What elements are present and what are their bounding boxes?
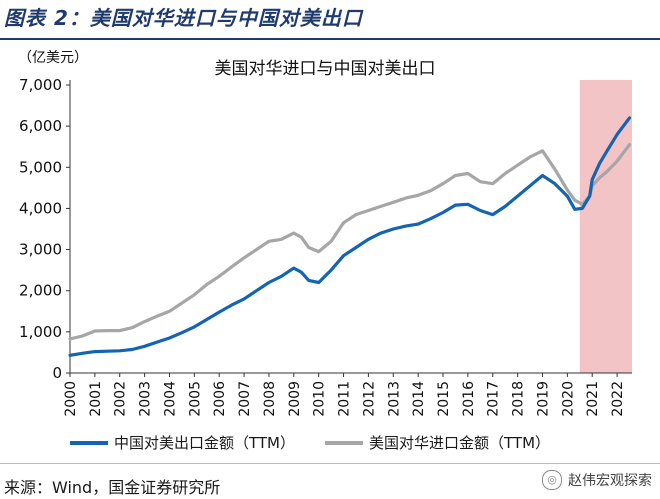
y-tick-label: 7,000	[19, 76, 62, 94]
chart-axes: 0 1,000 2,000 3,000 4,000 5,000 6,000 7,000 2000…	[19, 76, 632, 417]
x-tick-label: 2016	[461, 381, 477, 417]
legend-swatch-export	[70, 440, 108, 445]
x-tick-label: 2011	[337, 381, 353, 417]
x-tick-label: 2018	[511, 381, 527, 417]
y-axis-unit: （亿美元）	[18, 50, 88, 66]
x-tick-label: 2001	[88, 381, 104, 417]
x-tick-label: 2010	[312, 381, 328, 417]
x-tick-label: 2007	[237, 381, 253, 417]
y-tick-label: 1,000	[19, 323, 62, 341]
y-tick-label: 3,000	[19, 241, 62, 259]
x-tick-label: 2017	[486, 381, 502, 417]
x-tick-label: 2002	[113, 381, 129, 417]
x-tick-label: 2020	[560, 381, 576, 417]
line-chart: 0 1,000 2,000 3,000 4,000 5,000 6,000 7,000 2000…	[18, 50, 632, 417]
legend-label-export: 中国对美出口金额（TTM）	[114, 434, 296, 452]
x-tick-label: 2004	[162, 381, 178, 417]
x-tick-label: 2009	[287, 381, 303, 417]
x-tick-label: 2006	[212, 381, 228, 417]
series-line-export	[68, 116, 632, 357]
watermark: ◎ 赵伟宏观探索	[542, 470, 652, 490]
legend-item-import: 美国对华进口金额（TTM）	[325, 432, 550, 453]
x-tick-label: 2012	[361, 381, 377, 417]
x-tick-label: 2015	[436, 381, 452, 417]
chart-legend: 中国对美出口金额（TTM） 美国对华进口金额（TTM）	[70, 432, 580, 453]
legend-swatch-import	[325, 440, 364, 445]
source-note: 来源：Wind，国金证券研究所	[4, 478, 221, 497]
y-tick-label: 6,000	[19, 117, 62, 135]
x-tick-label: 2003	[138, 381, 154, 417]
highlight-band	[579, 80, 632, 373]
y-tick-label: 2,000	[19, 282, 62, 300]
watermark-text: 赵伟宏观探索	[568, 473, 652, 489]
figure-title: 图表 2：美国对华进口与中国对美出口	[4, 6, 363, 30]
legend-item-export: 中国对美出口金额（TTM）	[70, 432, 295, 453]
legend-label-import: 美国对华进口金额（TTM）	[369, 434, 551, 452]
series-layer	[68, 116, 632, 357]
x-tick-label: 2000	[63, 381, 79, 417]
x-tick-label: 2014	[411, 381, 427, 417]
wechat-icon: ◎	[542, 470, 562, 490]
y-tick-label: 5,000	[19, 158, 62, 176]
x-tick-label: 2013	[386, 381, 402, 417]
y-tick-label: 0	[52, 364, 62, 382]
x-tick-label: 2008	[262, 381, 278, 417]
x-tick-label: 2021	[585, 381, 601, 417]
series-line-import	[68, 143, 632, 341]
x-tick-label: 2005	[187, 381, 203, 417]
bottom-rule	[0, 463, 660, 464]
title-rule	[0, 38, 660, 40]
chart-title: 美国对华进口与中国对美出口	[215, 59, 436, 79]
y-tick-label: 4,000	[19, 199, 62, 217]
x-tick-label: 2019	[535, 381, 551, 417]
x-tick-label: 2022	[610, 381, 626, 417]
